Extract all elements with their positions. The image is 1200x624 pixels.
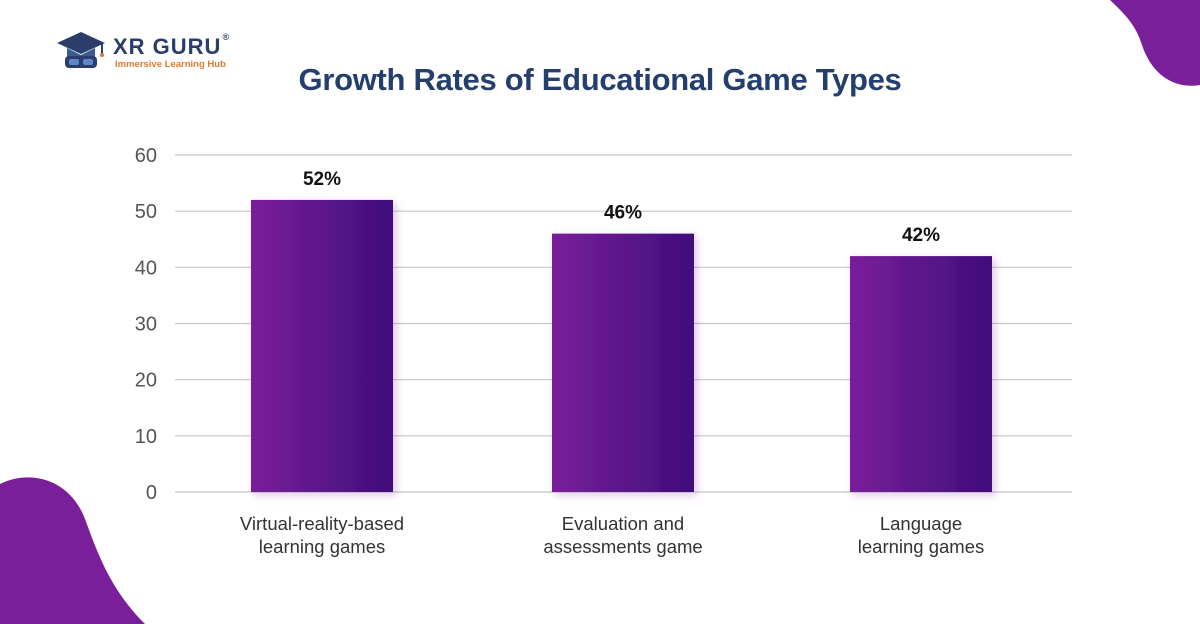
- y-tick-label: 10: [135, 426, 157, 448]
- x-category-label: assessments game: [543, 536, 702, 557]
- data-labels: 52% 46% 42%: [303, 169, 940, 246]
- graduation-cap-headset-icon: [57, 32, 105, 68]
- x-category-label: learning games: [259, 536, 386, 557]
- x-category-label: Virtual-reality-based: [240, 513, 404, 534]
- bars: [251, 199, 992, 492]
- brand-logo: XR GURU® Immersive Learning Hub: [55, 28, 245, 78]
- x-category-label: Language: [880, 513, 962, 534]
- bar: [850, 256, 992, 492]
- data-label: 52%: [303, 169, 341, 190]
- y-tick-label: 20: [135, 370, 157, 392]
- y-tick-label: 50: [135, 201, 157, 223]
- data-label: 46%: [604, 203, 642, 224]
- brand-name: XR GURU®: [113, 32, 231, 59]
- brand-tagline: Immersive Learning Hub: [115, 59, 226, 70]
- decorative-blob-bottom-left: [0, 477, 145, 624]
- decorative-blob-top-right: [1110, 0, 1200, 86]
- bar: [251, 199, 393, 492]
- bar: [552, 233, 694, 492]
- x-category-label: learning games: [858, 536, 985, 557]
- y-axis-ticks: 0 10 20 30 40 50 60: [135, 145, 157, 504]
- y-tick-label: 30: [135, 314, 157, 336]
- x-category-label: Evaluation and: [562, 513, 684, 534]
- y-tick-label: 60: [135, 145, 157, 167]
- y-tick-label: 40: [135, 257, 157, 279]
- y-tick-label: 0: [146, 482, 157, 504]
- chart-title: Growth Rates of Educational Game Types: [298, 62, 902, 97]
- data-label: 42%: [902, 225, 940, 246]
